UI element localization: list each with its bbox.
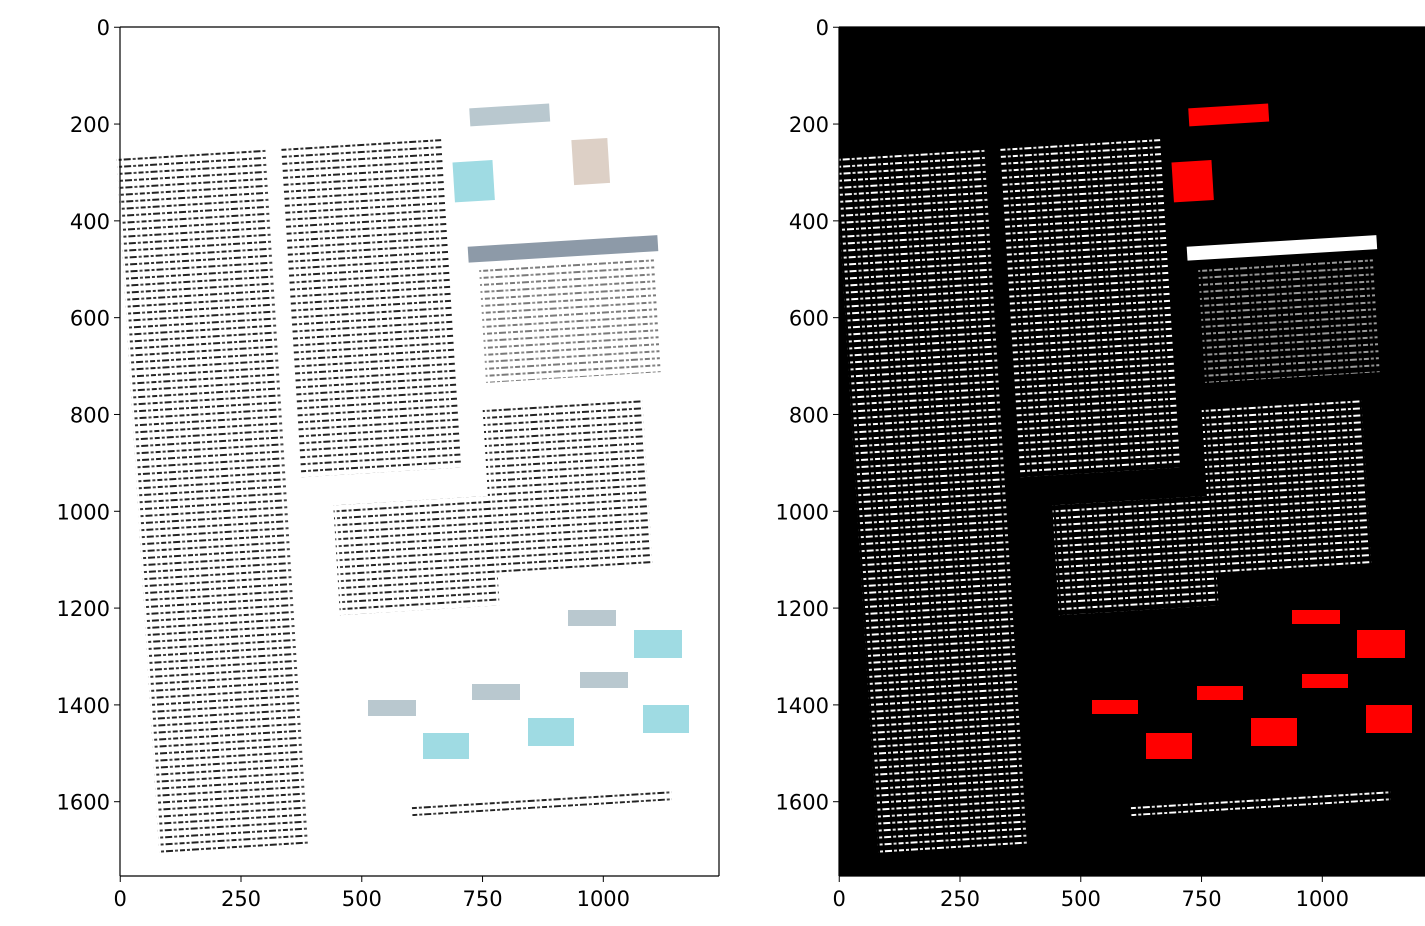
y-tick-label: 1000	[57, 500, 110, 524]
x-tick-label: 500	[1061, 887, 1101, 911]
y-tick-label: 1400	[776, 694, 829, 718]
y-tick-label: 400	[789, 210, 829, 234]
x-tick-label: 1000	[1296, 887, 1349, 911]
figure: 0 250 500 750 1000 0 200 400 600 800 1000 1200 1400 1…	[0, 0, 1425, 926]
x-tick-label: 0	[833, 887, 846, 911]
y-tick-label: 0	[97, 16, 110, 40]
y-tick-label: 400	[70, 210, 110, 234]
x-tick-label: 0	[114, 887, 127, 911]
x-tick-label: 1000	[577, 887, 630, 911]
y-tick-label: 0	[816, 16, 829, 40]
image-right	[834, 27, 1425, 876]
y-tick-label: 800	[789, 403, 829, 427]
y-tick-label: 800	[70, 403, 110, 427]
y-tick-label: 1000	[776, 500, 829, 524]
x-tick-label: 250	[940, 887, 980, 911]
image-left	[115, 27, 719, 876]
y-tick-label: 1200	[776, 597, 829, 621]
x-tick-label: 750	[462, 887, 502, 911]
y-tick-label: 1400	[57, 694, 110, 718]
y-tick-label: 200	[70, 113, 110, 137]
y-tick-label: 600	[789, 307, 829, 331]
x-tick-label: 250	[221, 887, 261, 911]
y-tick-label: 1200	[57, 597, 110, 621]
y-tick-label: 600	[70, 307, 110, 331]
y-tick-label: 1600	[776, 791, 829, 815]
page: {"chart_data": [ {"type": "image", "xlim…	[0, 0, 1425, 926]
y-tick-label: 1600	[57, 791, 110, 815]
x-tick-label: 750	[1181, 887, 1221, 911]
y-tick-label: 200	[789, 113, 829, 137]
x-tick-label: 500	[342, 887, 382, 911]
